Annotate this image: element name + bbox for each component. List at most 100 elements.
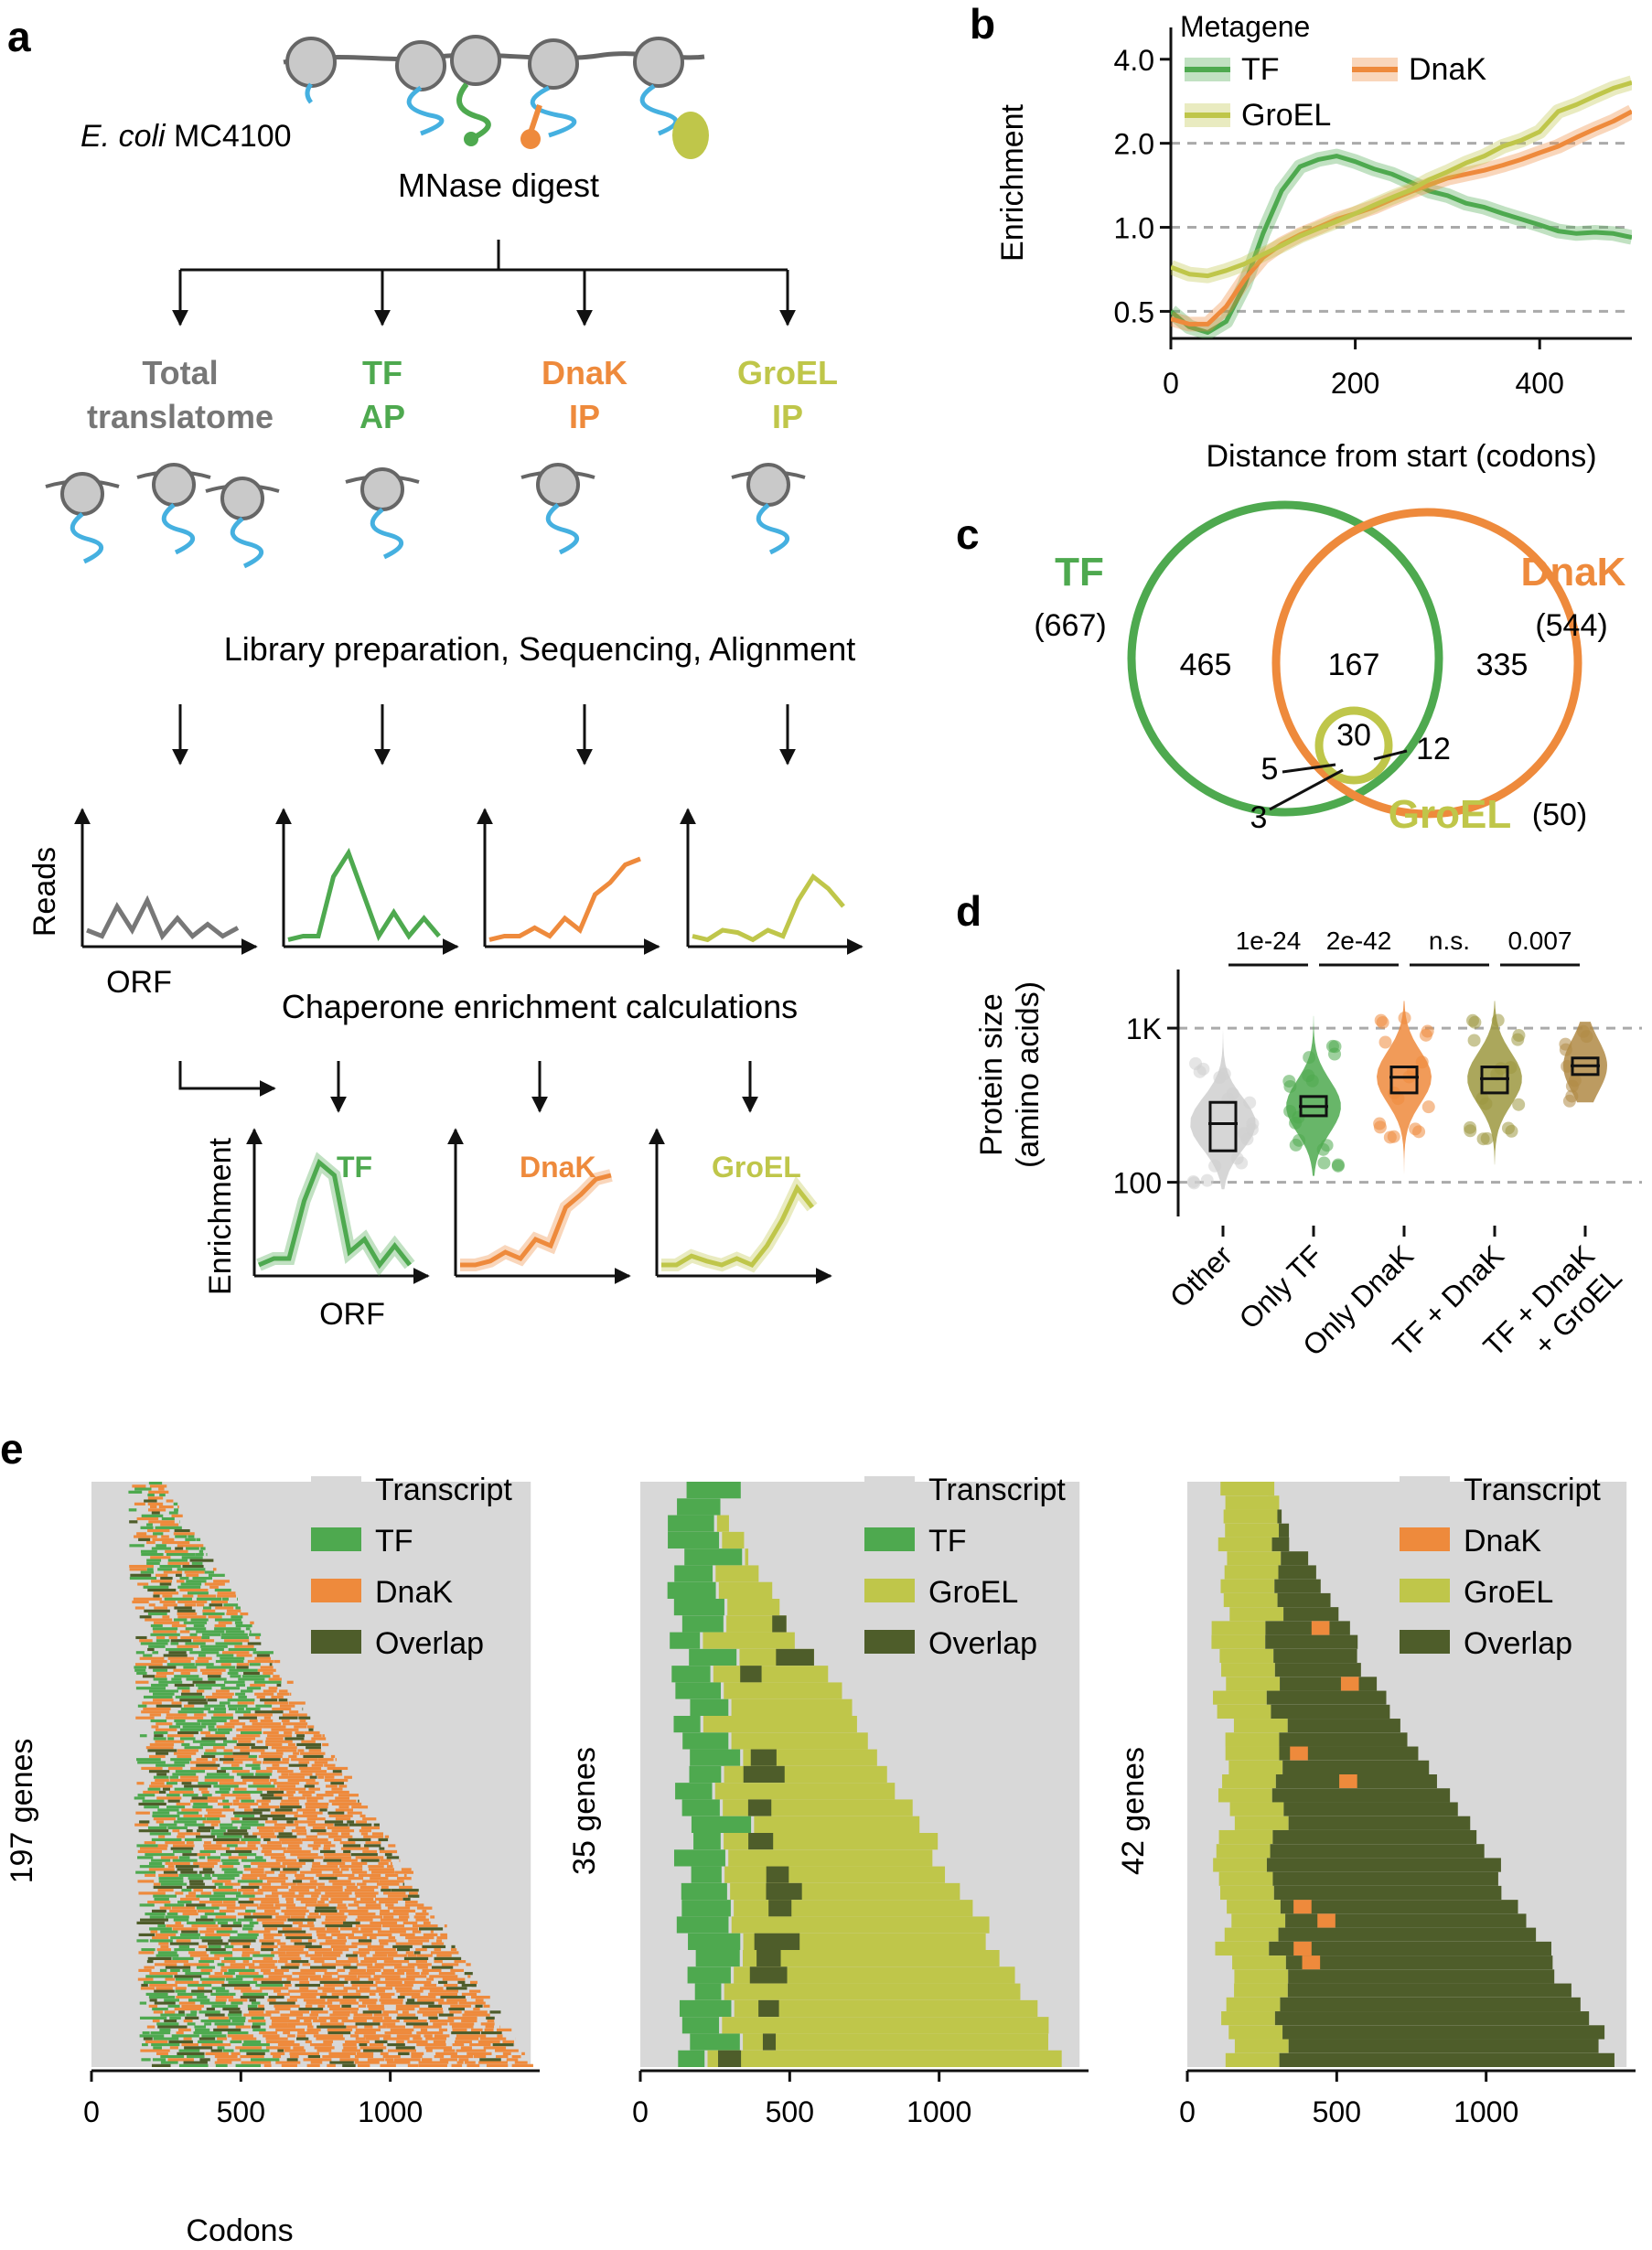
violin-point (1283, 1104, 1297, 1118)
venn-dnak-name: DnaK (1521, 550, 1626, 595)
binding-segment (295, 1984, 321, 1988)
binding-segment (266, 1841, 282, 1845)
binding-segment (141, 1552, 164, 1557)
overlap-segment (1273, 1648, 1357, 1664)
binding-segment (346, 2025, 358, 2029)
binding-segment (317, 1775, 325, 1779)
binding-segment (402, 1897, 411, 1902)
binding-segment (444, 1984, 458, 1988)
groel-segment (1226, 1677, 1281, 1691)
binding-segment (456, 2034, 487, 2038)
venn-dnak-total: (544) (1535, 608, 1607, 643)
binding-segment (245, 1707, 261, 1711)
binding-segment (143, 1980, 167, 1985)
binding-segment (478, 2061, 508, 2064)
binding-segment (271, 1868, 281, 1871)
binding-segment (338, 1794, 359, 1797)
binding-segment (270, 2052, 285, 2056)
binding-segment (251, 1861, 281, 1866)
binding-segment (276, 1692, 289, 1696)
binding-segment (241, 1877, 258, 1880)
groel-segment (716, 1515, 729, 1532)
binding-segment (198, 1687, 212, 1690)
binding-segment (356, 1820, 367, 1824)
binding-segment (217, 1594, 237, 1598)
binding-segment (330, 1945, 358, 1949)
branch-label-line1: Total (142, 354, 218, 391)
binding-segment (279, 1870, 297, 1874)
binding-segment (141, 1948, 156, 1952)
overlap-segment (750, 1749, 777, 1766)
binding-segment (175, 1770, 206, 1773)
binding-segment (430, 1930, 434, 1934)
binding-segment (325, 1891, 352, 1895)
binding-segment (188, 1880, 204, 1883)
binding-segment (140, 1549, 157, 1553)
binding-segment (252, 1912, 279, 1916)
binding-segment (214, 1618, 241, 1622)
binding-segment (362, 2010, 382, 2014)
binding-segment (199, 1977, 225, 1981)
binding-segment (385, 1903, 394, 1907)
binding-segment (405, 1936, 434, 1940)
binding-segment (220, 1826, 238, 1830)
binding-segment (440, 1933, 447, 1937)
binding-segment (435, 1939, 443, 1943)
binding-segment (189, 1954, 209, 1957)
binding-segment (236, 1734, 261, 1738)
branch-illustrations (45, 463, 806, 569)
binding-segment (134, 1502, 145, 1505)
binding-segment (147, 1749, 177, 1752)
binding-segment (163, 1870, 177, 1874)
binding-segment (274, 1903, 296, 1907)
tf-segment (681, 2017, 720, 2034)
binding-segment (260, 1835, 277, 1838)
binding-segment (152, 1651, 159, 1655)
binding-segment (186, 1885, 216, 1890)
binding-segment (153, 2037, 179, 2041)
binding-segment (434, 1960, 443, 1964)
binding-segment (161, 1516, 175, 1521)
binding-segment (220, 1859, 239, 1862)
venn-leader-lines (1269, 749, 1408, 811)
binding-segment (160, 1882, 188, 1886)
binding-segment (138, 1891, 166, 1895)
binding-segment (254, 1856, 263, 1859)
binding-segment (220, 1663, 231, 1666)
groel-segment (754, 1816, 920, 1833)
binding-segment (443, 2049, 456, 2052)
binding-segment (456, 2061, 464, 2064)
binding-segment (208, 1945, 221, 1949)
binding-segment (242, 1891, 263, 1895)
binding-segment (309, 1880, 317, 1883)
binding-segment (278, 1873, 286, 1878)
binding-segment (139, 1656, 165, 1660)
binding-segment (300, 1968, 327, 1973)
binding-segment (252, 1722, 282, 1726)
binding-segment (274, 1782, 300, 1785)
binding-segment (240, 1996, 264, 1999)
binding-segment (359, 2043, 368, 2047)
binding-segment (442, 1977, 466, 1981)
protein-size-ylabel-1: Protein size (974, 993, 1009, 1156)
binding-segment (376, 1987, 393, 1990)
binding-segment (160, 2061, 178, 2064)
binding-segment (223, 1749, 233, 1752)
overlap-segment (1269, 1941, 1551, 1956)
binding-segment (138, 1538, 151, 1541)
transcript-bar (91, 1882, 405, 1886)
binding-segment (177, 1585, 201, 1589)
binding-segment (483, 2046, 507, 2050)
binding-segment (346, 1954, 358, 1957)
binding-segment (386, 2061, 411, 2064)
binding-segment (188, 1984, 212, 1988)
binding-segment (166, 1805, 186, 1809)
legend-swatch (311, 1630, 361, 1654)
overlap-segment (743, 1765, 785, 1784)
binding-segment (164, 2020, 177, 2023)
binding-segment (220, 1766, 243, 1771)
binding-segment (303, 1754, 324, 1759)
binding-segment (149, 1984, 177, 1988)
binding-segment (316, 2025, 347, 2029)
binding-segment (338, 1805, 349, 1809)
